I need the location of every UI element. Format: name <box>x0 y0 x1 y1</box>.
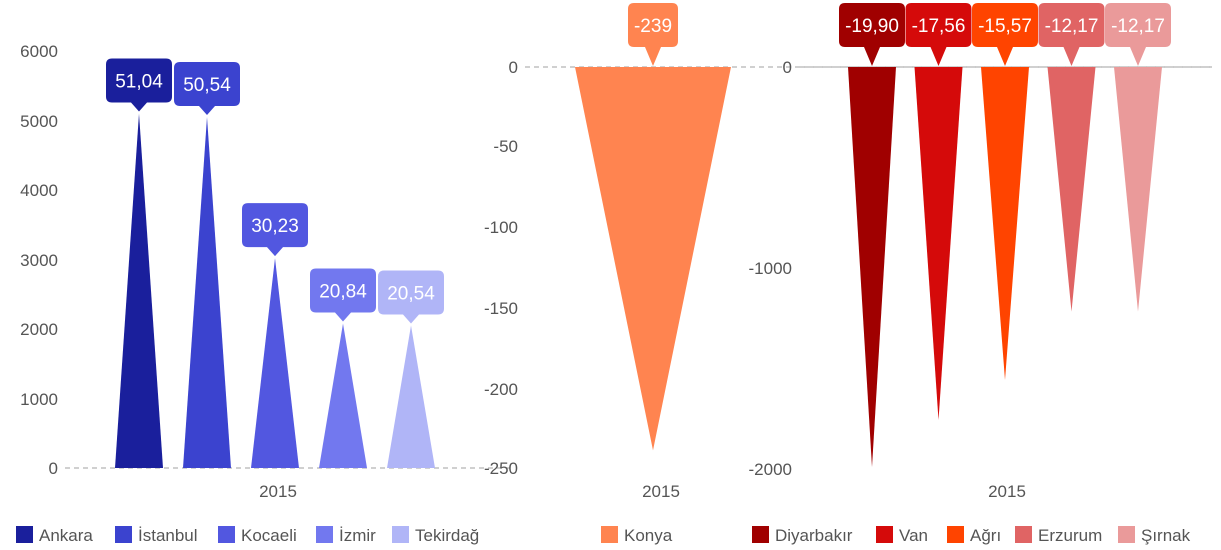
bar-diyarbakir <box>848 67 896 467</box>
data-label-bubble-erzurum <box>1038 3 1105 66</box>
bar-izmir <box>319 323 367 468</box>
x-category-label: 2015 <box>259 482 297 501</box>
y-tick-label: -200 <box>484 380 518 399</box>
y-tick-label: -250 <box>484 459 518 478</box>
legend-label-konya: Konya <box>624 526 673 545</box>
legend-label-agri: Ağrı <box>970 526 1001 545</box>
data-label-bubble-istanbul <box>174 62 240 116</box>
y-tick-label: -1000 <box>749 259 792 278</box>
y-tick-label: 4000 <box>20 181 58 200</box>
data-label-tekirdag: 20,54 <box>387 284 435 305</box>
legend-swatch-konya <box>601 526 618 543</box>
y-tick-label: -100 <box>484 218 518 237</box>
legend-label-sirnak: Şırnak <box>1141 526 1191 545</box>
legend-swatch-kocaeli <box>218 526 235 543</box>
legend-label-izmir: İzmir <box>339 526 376 545</box>
data-label-kocaeli: 30,23 <box>251 216 299 237</box>
bar-sirnak <box>1114 67 1162 312</box>
legend-swatch-van <box>876 526 893 543</box>
x-category-label: 2015 <box>988 482 1026 501</box>
bar-agri <box>981 67 1029 380</box>
legend-swatch-sirnak <box>1118 526 1135 543</box>
legend-label-istanbul: İstanbul <box>138 526 198 545</box>
y-tick-label: 6000 <box>20 42 58 61</box>
bar-konya <box>575 67 731 451</box>
legend-label-van: Van <box>899 526 928 545</box>
data-label-bubble-ankara <box>106 58 172 112</box>
legend-swatch-agri <box>947 526 964 543</box>
legend-label-tekirdag: Tekirdağ <box>415 526 479 545</box>
legend-label-kocaeli: Kocaeli <box>241 526 297 545</box>
bar-tekirdag <box>387 325 435 468</box>
data-label-bubble-agri <box>972 3 1038 66</box>
data-label-bubble-tekirdag <box>378 270 444 324</box>
data-label-diyarbakir: -19,90 <box>845 16 899 37</box>
legend-swatch-istanbul <box>115 526 132 543</box>
data-label-bubble-van <box>905 3 972 66</box>
data-label-ankara: 51,04 <box>115 72 163 93</box>
y-tick-label: -150 <box>484 299 518 318</box>
legend-swatch-diyarbakir <box>752 526 769 543</box>
data-label-izmir: 20,84 <box>319 281 367 302</box>
legend-swatch-tekirdag <box>392 526 409 543</box>
y-tick-label: 0 <box>783 58 792 77</box>
data-label-bubble-sirnak <box>1105 3 1171 66</box>
data-label-van: -17,56 <box>912 16 966 37</box>
y-tick-label: 0 <box>509 58 518 77</box>
data-label-konya: -239 <box>634 16 672 37</box>
y-tick-label: 5000 <box>20 112 58 131</box>
y-tick-label: 1000 <box>20 390 58 409</box>
data-label-erzurum: -12,17 <box>1045 16 1099 37</box>
legend-swatch-erzurum <box>1015 526 1032 543</box>
data-label-bubble-diyarbakir <box>839 3 905 66</box>
y-tick-label: 0 <box>49 459 58 478</box>
data-label-istanbul: 50,54 <box>183 75 231 96</box>
y-tick-label: -50 <box>493 137 518 156</box>
y-tick-label: 3000 <box>20 251 58 270</box>
data-label-sirnak: -12,17 <box>1111 16 1165 37</box>
data-label-bubble-kocaeli <box>242 203 308 257</box>
legend-swatch-izmir <box>316 526 333 543</box>
legend-label-erzurum: Erzurum <box>1038 526 1102 545</box>
legend-label-ankara: Ankara <box>39 526 93 545</box>
data-label-bubble-konya <box>628 3 678 66</box>
bar-istanbul <box>183 117 231 469</box>
bar-erzurum <box>1047 67 1096 312</box>
legend-label-diyarbakir: Diyarbakır <box>775 526 853 545</box>
bar-ankara <box>115 113 163 469</box>
legend-swatch-ankara <box>16 526 33 543</box>
bar-van <box>914 67 963 420</box>
data-label-bubble-izmir <box>310 268 376 322</box>
x-category-label: 2015 <box>642 482 680 501</box>
data-label-agri: -15,57 <box>978 16 1032 37</box>
bar-kocaeli <box>251 258 299 468</box>
y-tick-label: 2000 <box>20 320 58 339</box>
y-tick-label: -2000 <box>749 460 792 479</box>
